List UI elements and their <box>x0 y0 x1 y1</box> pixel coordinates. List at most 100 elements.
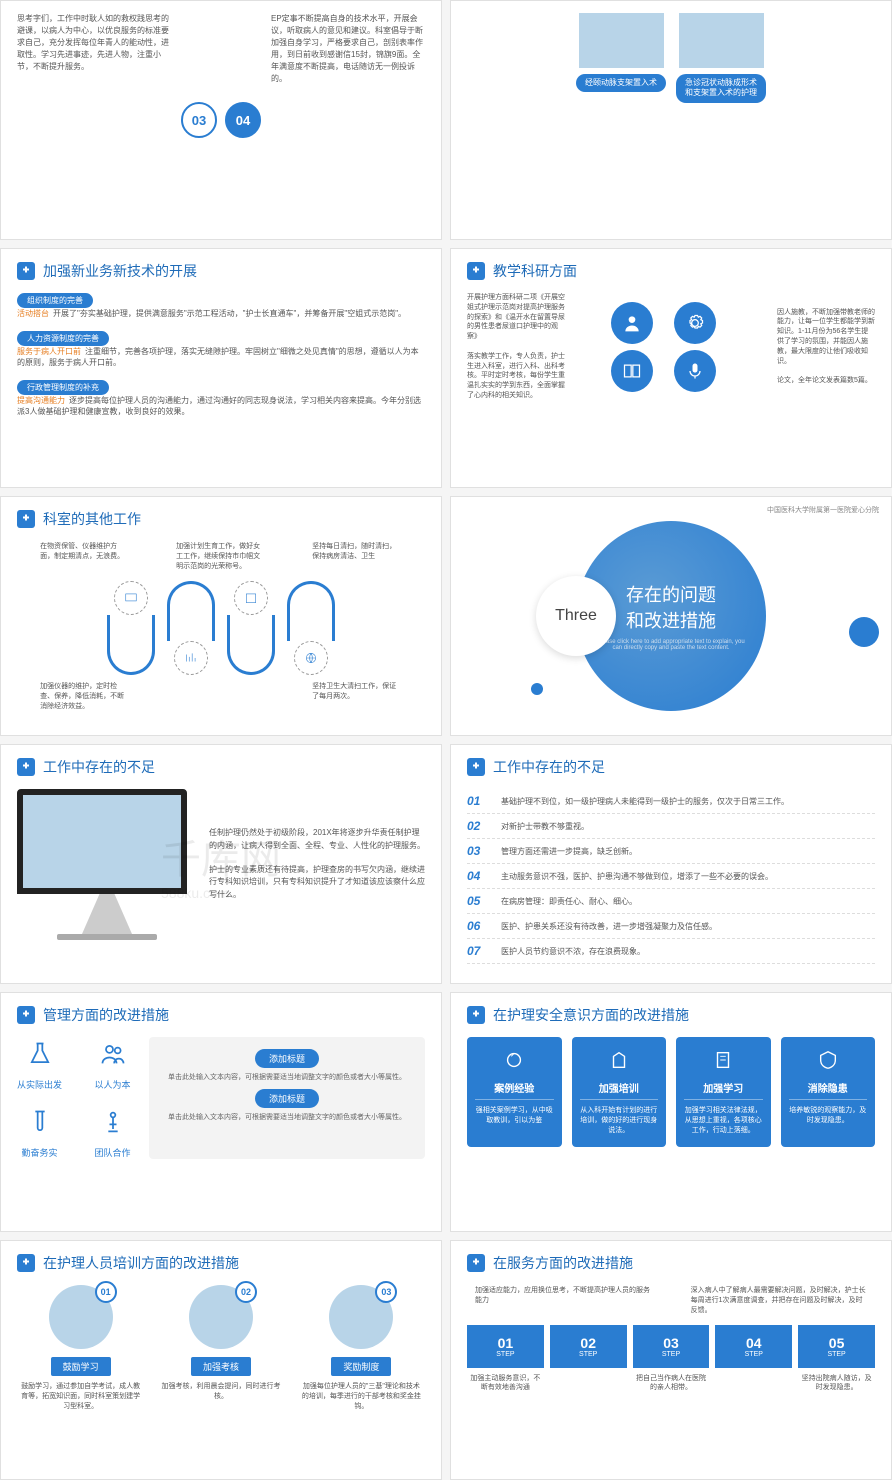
medical-icon <box>467 758 485 776</box>
s1-left-text: 思考字们，工作中时耿人如的救权践思考的避课，以病人为中心，以优良服务的标准要求自… <box>17 13 171 227</box>
s5-t0: 在物资保管、仪器维护方面，制定期清点，无浪费。 <box>40 541 130 571</box>
list-text: 医护人员节约意识不浓，存在浪费现象。 <box>501 946 645 957</box>
medical-icon <box>17 510 35 528</box>
slide-management: 管理方面的改进措施 从实际出发 以人为本 勤奋务实 团队合作 添加标题 单击此处… <box>0 992 442 1232</box>
step-desc: 把自己当作病人在医院的亲人相带。 <box>633 1374 710 1392</box>
card-title: 加强学习 <box>684 1080 763 1100</box>
card-title: 加强培训 <box>580 1080 659 1100</box>
slide-shortcomings-2: 工作中存在的不足 01基础护理不到位，如一级护理病人未能得到一级护士的服务，仅次… <box>450 744 892 984</box>
medical-icon <box>17 1254 35 1272</box>
list-item: 03 管理方面还需进一步提高，缺乏创新。 <box>467 839 875 864</box>
medical-icon <box>17 262 35 280</box>
txt-comm: 逐步提高每位护理人员的沟通能力，通过沟通好的同志现身说法，学习相关内容来提高。今… <box>17 396 421 416</box>
step-word: STEP <box>802 1351 871 1358</box>
list-item: 06医护、护患关系还没有待改善，进一步增强凝聚力及信任感。 <box>467 914 875 939</box>
step-num: 03 <box>637 1335 706 1351</box>
s12-h1: 加强适应能力，应用换位思考，不断提高护理人员的服务能力 <box>475 1285 651 1315</box>
s1-numbers: 03 04 <box>181 13 261 227</box>
numbered-list: 01基础护理不到位，如一级护理病人未能得到一级护士的服务，仅次于日常三工作。02… <box>467 789 875 964</box>
step-desc: 加强主动服务意识，不断有效地善沟通 <box>467 1374 544 1392</box>
medical-icon <box>17 758 35 776</box>
step-item: 01STEP加强主动服务意识，不断有效地善沟通 <box>467 1325 544 1392</box>
section-title-1: 存在的问题 <box>626 581 716 607</box>
medical-icon <box>467 1254 485 1272</box>
monitor-icon <box>114 581 148 615</box>
medical-image-2 <box>679 13 764 68</box>
slide-section-three: 中国医科大学附属第一医院爱心分院 Three 存在的问题 和改进措施 Pleas… <box>450 496 892 736</box>
card-title: 消除隐患 <box>789 1080 868 1100</box>
list-num: 03 <box>467 844 491 858</box>
tag-org: 组织制度的完善 <box>17 293 93 308</box>
step-box: 05STEP <box>798 1325 875 1368</box>
medical-image-1 <box>579 13 664 68</box>
testtube-icon: 勤奋务实 <box>17 1105 62 1159</box>
list-num: 05 <box>467 894 491 908</box>
card-desc: 加强学习相关法律法规，从思想上重视，各项核心工作，行动上落细。 <box>684 1106 763 1135</box>
training-desc: 加强每位护理人员的"三基"理论和技术的培训，每季进行的干部考核和奖金挂钩。 <box>300 1382 422 1411</box>
s4-right2: 论文，全年论文发表篇数5篇。 <box>777 376 875 386</box>
calendar-icon <box>234 581 268 615</box>
list-text: 主动服务意识不强，医护、护患沟通不够做到位，增添了一些不必要的误会。 <box>501 871 773 882</box>
list-text: 医护、护患关系还没有待改善，进一步增强凝聚力及信任感。 <box>501 921 717 932</box>
step-num: 04 <box>719 1335 788 1351</box>
safety-card: 加强培训从入科开始有计划的进行培训，做的好的进行现身说法。 <box>572 1037 667 1147</box>
s3-title-text: 加强新业务新技术的开展 <box>43 261 197 281</box>
slide-top-left: 思考字们，工作中时耿人如的救权践思考的避课，以病人为中心，以优良服务的标准要求自… <box>0 0 442 240</box>
safety-cards: 案例经验强相关案例学习，从中吸取教训，引以为鉴加强培训从入科开始有计划的进行培训… <box>467 1037 875 1147</box>
btn-emergency: 急诊冠状动脉成形术和支架置入术的护理 <box>676 74 766 103</box>
list-item: 07 医护人员节约意识不浓，存在浪费现象。 <box>467 939 875 964</box>
step-num: 05 <box>802 1335 871 1351</box>
org-label: 中国医科大学附属第一医院爱心分院 <box>767 505 879 515</box>
training-desc: 加强考核，利用晨会提问，同时进行考核。 <box>160 1382 282 1402</box>
globe-icon <box>294 641 328 675</box>
step-num: 02 <box>554 1335 623 1351</box>
section-title-2: 和改进措施 <box>626 607 716 633</box>
step-word: STEP <box>719 1351 788 1358</box>
tag-hr: 人力资源制度的完善 <box>17 331 109 346</box>
s9-title-text: 管理方面的改进措施 <box>43 1005 169 1025</box>
list-text: 在病房管理：即责任心、耐心、细心。 <box>501 896 637 907</box>
card-desc: 培养敏锐的观察能力，及时发现隐患。 <box>789 1106 868 1126</box>
training-label: 奖励制度 <box>331 1357 391 1376</box>
step-item: 02STEP <box>550 1325 627 1392</box>
s7-p2: 护士的专业素质还有待提高，护理查房的书写欠内涵，继续进行专科知识培训，只有专科知… <box>209 864 425 902</box>
list-item: 05 在病房管理：即责任心、耐心、细心。 <box>467 889 875 914</box>
safety-card: 加强学习加强学习相关法律法规，从思想上重视，各项核心工作，行动上落细。 <box>676 1037 771 1147</box>
training-item: 02加强考核加强考核，利用晨会提问，同时进行考核。 <box>160 1285 282 1411</box>
tag-admin: 行政管理制度的补充 <box>17 380 109 395</box>
s2-image-row: 经颐动脉支架置入术 急诊冠状动脉成形术和支架置入术的护理 <box>467 13 875 103</box>
medical-icon <box>467 1006 485 1024</box>
step-box: 02STEP <box>550 1325 627 1368</box>
s5-t2: 坚持每日清扫，随时清扫，保持病房清洁、卫生 <box>312 541 402 571</box>
list-item: 04主动服务意识不强，医护、护患沟通不够做到位，增添了一些不必要的误会。 <box>467 864 875 889</box>
step-row: 01STEP加强主动服务意识，不断有效地善沟通02STEP03STEP把自己当作… <box>467 1325 875 1392</box>
chart-icon <box>174 641 208 675</box>
pill-2: 添加标题 <box>255 1089 319 1108</box>
s12-h2: 深入病人中了解病人最需要解决问题，及时解决，护士长每周进行1次满意度调查，并把存… <box>691 1285 867 1315</box>
s4-col-right: 因人施教，不断加强带教老师的能力，让每一位学生都能学到新知识。1-11月份为56… <box>777 308 875 386</box>
s12-title-text: 在服务方面的改进措施 <box>493 1253 633 1273</box>
step-box: 03STEP <box>633 1325 710 1368</box>
card-title: 案例经验 <box>475 1080 554 1100</box>
slide-service: 在服务方面的改进措施 加强适应能力，应用换位思考，不断提高护理人员的服务能力 深入… <box>450 1240 892 1480</box>
list-text: 管理方面还需进一步提高，缺乏创新。 <box>501 846 637 857</box>
step-box: 04STEP <box>715 1325 792 1368</box>
training-label: 鼓励学习 <box>51 1357 111 1376</box>
slide-new-tech: 加强新业务新技术的开展 组织制度的完善 活动搭台开展了"夯实基础护理，提供满意服… <box>0 248 442 488</box>
s3-title: 加强新业务新技术的开展 <box>17 261 425 281</box>
training-desc: 鼓励学习，通过参加自学考试，成人教育等，拓宽知识面，同时科室策划建学习型科室。 <box>19 1382 141 1411</box>
stand-icon: 团队合作 <box>90 1105 135 1159</box>
flask-icon: 从实际出发 <box>17 1037 62 1091</box>
list-num: 07 <box>467 944 491 958</box>
txt-activity: 开展了"夯实基础护理，提供满意服务"示范工程活动，"护士长直通车"，并筹备开展"… <box>53 309 406 318</box>
s4-title-text: 教学科研方面 <box>493 261 577 281</box>
training-item: 01鼓励学习鼓励学习，通过参加自学考试，成人教育等，拓宽知识面，同时科室策划建学… <box>19 1285 141 1411</box>
cycle-diagram <box>17 581 425 675</box>
s5-t5: 坚持卫生大清扫工作，保证了每月两次。 <box>312 681 402 711</box>
training-row: 01鼓励学习鼓励学习，通过参加自学考试，成人教育等，拓宽知识面，同时科室策划建学… <box>17 1285 425 1411</box>
s4-right: 因人施教，不断加强带教老师的能力，让每一位学生都能学到新知识。1-11月份为56… <box>777 308 875 367</box>
pill-1: 添加标题 <box>255 1049 319 1068</box>
s4-icon-grid <box>573 302 769 392</box>
desc-2: 单击此处输入文本内容，可根据需要适当地调整文字的颜色或者大小等属性。 <box>161 1112 413 1122</box>
card-desc: 从入科开始有计划的进行培训，做的好的进行现身说法。 <box>580 1106 659 1135</box>
